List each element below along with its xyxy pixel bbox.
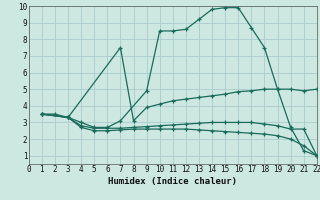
X-axis label: Humidex (Indice chaleur): Humidex (Indice chaleur) [108, 177, 237, 186]
